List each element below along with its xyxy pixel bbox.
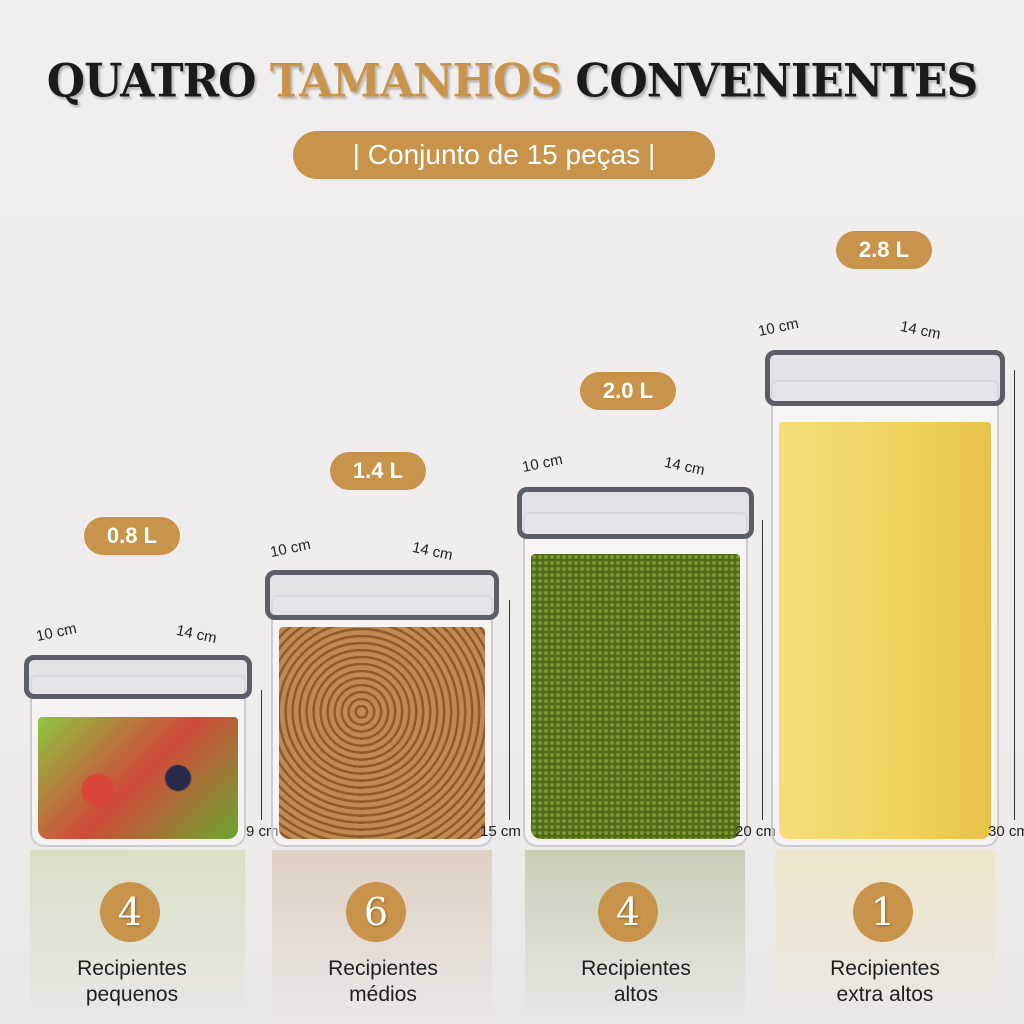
length-label: 14 cm	[174, 621, 219, 648]
container-extra-tall	[765, 350, 1005, 847]
width-label: 10 cm	[520, 450, 565, 477]
height-line	[509, 600, 510, 820]
container-label: Recipientes extra altos	[785, 956, 985, 1008]
volume-badge: 2.8 L	[836, 231, 932, 269]
height-label: 20 cm	[735, 823, 776, 840]
title-word: QUATRO	[46, 54, 257, 109]
length-label: 14 cm	[662, 453, 707, 480]
container-lid	[765, 350, 1005, 406]
container-small	[24, 655, 252, 847]
width-label: 10 cm	[268, 535, 313, 562]
container-contents	[531, 554, 740, 839]
container-medium	[265, 570, 499, 847]
height-label: 15 cm	[480, 823, 521, 840]
height-label: 9 cm	[246, 823, 279, 840]
length-label: 14 cm	[898, 317, 943, 344]
title-word-highlight: TAMANHOS	[269, 54, 562, 109]
container-contents	[779, 422, 991, 839]
container-label: Recipientes pequenos	[32, 956, 232, 1008]
width-label: 10 cm	[756, 314, 801, 341]
count-badge: 1	[853, 882, 913, 942]
length-label: 14 cm	[410, 538, 455, 565]
container-contents	[38, 717, 238, 839]
width-label: 10 cm	[34, 619, 79, 646]
container-body	[271, 595, 493, 847]
label-line: Recipientes	[830, 957, 940, 980]
title-word: CONVENIENTES	[575, 54, 978, 109]
count-badge: 4	[598, 882, 658, 942]
label-line: altos	[613, 983, 659, 1006]
height-line	[261, 690, 262, 820]
height-line	[1014, 370, 1015, 820]
height-label: 30 cm	[988, 823, 1024, 840]
set-size-badge: | Conjunto de 15 peças |	[293, 131, 715, 179]
count-badge: 4	[100, 882, 160, 942]
container-lid	[517, 487, 754, 539]
label-line: Recipientes	[328, 957, 438, 980]
container-body	[771, 380, 999, 847]
volume-badge: 0.8 L	[84, 517, 180, 555]
label-line: pequenos	[85, 983, 179, 1006]
label-line: Recipientes	[581, 957, 691, 980]
container-contents	[279, 627, 485, 839]
container-lid	[265, 570, 499, 620]
page-title: QUATRO TAMANHOS CONVENIENTES	[0, 55, 1024, 109]
container-label: Recipientes altos	[536, 956, 736, 1008]
label-line: extra altos	[836, 983, 934, 1006]
container-lid	[24, 655, 252, 699]
container-body	[523, 512, 748, 847]
label-line: Recipientes	[77, 957, 187, 980]
height-line	[762, 520, 763, 820]
container-label: Recipientes médios	[283, 956, 483, 1008]
count-badge: 6	[346, 882, 406, 942]
label-line: médios	[349, 983, 417, 1006]
volume-badge: 1.4 L	[330, 452, 426, 490]
volume-badge: 2.0 L	[580, 372, 676, 410]
container-tall	[517, 487, 754, 847]
container-body	[30, 675, 246, 847]
